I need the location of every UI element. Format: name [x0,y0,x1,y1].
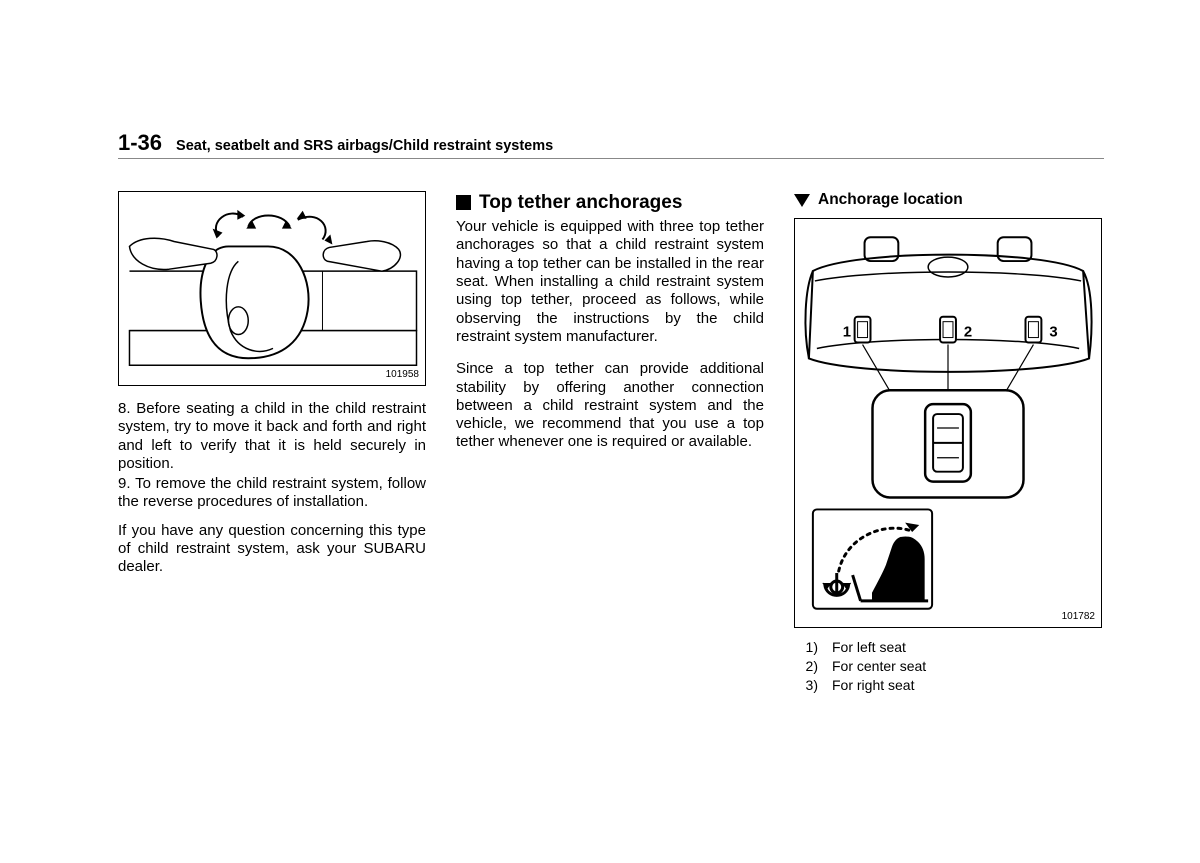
anchor-label-1: 1 [843,324,851,340]
legend-number: 2) [794,657,822,676]
column-3: Anchorage location [794,191,1102,695]
step-8-text: 8. Before seating a child in the child r… [118,400,426,473]
legend-item: 1) For left seat [794,638,1102,657]
column-2: Top tether anchorages Your vehicle is eq… [456,191,764,695]
child-seat-illustration [119,192,425,385]
step-9-text: 9. To remove the child restraint system,… [118,475,426,512]
dealer-note-text: If you have any question concerning this… [118,522,426,577]
page-header: 1-36 Seat, seatbelt and SRS airbags/Chil… [118,130,1104,159]
legend-text: For center seat [822,657,926,676]
triangle-bullet-icon [794,194,810,207]
subsection-heading-text: Anchorage location [818,191,963,210]
figure-legend: 1) For left seat 2) For center seat 3) F… [794,638,1102,695]
anchor-label-3: 3 [1049,324,1057,340]
figure-id: 101782 [1062,611,1095,623]
section-heading: Top tether anchorages [456,191,764,214]
page-number: 1-36 [118,130,162,156]
section-heading-text: Top tether anchorages [479,191,682,214]
column-1: 101958 8. Before seating a child in the … [118,191,426,695]
figure-anchorage-location: 1 2 3 [794,218,1102,628]
legend-item: 2) For center seat [794,657,1102,676]
manual-page: 1-36 Seat, seatbelt and SRS airbags/Chil… [0,0,1200,735]
tether-intro-text: Your vehicle is equipped with three top … [456,218,764,346]
legend-number: 1) [794,638,822,657]
content-columns: 101958 8. Before seating a child in the … [118,191,1104,695]
anchor-label-2: 2 [964,324,972,340]
legend-text: For right seat [822,676,914,695]
tether-recommendation-text: Since a top tether can provide additiona… [456,360,764,451]
square-bullet-icon [456,195,471,210]
legend-item: 3) For right seat [794,676,1102,695]
figure-id: 101958 [386,369,419,381]
section-path: Seat, seatbelt and SRS airbags/Child res… [176,138,553,154]
figure-child-seat-check: 101958 [118,191,426,386]
anchorage-illustration: 1 2 3 [795,219,1101,627]
subsection-heading: Anchorage location [794,191,1102,210]
legend-text: For left seat [822,638,906,657]
legend-number: 3) [794,676,822,695]
